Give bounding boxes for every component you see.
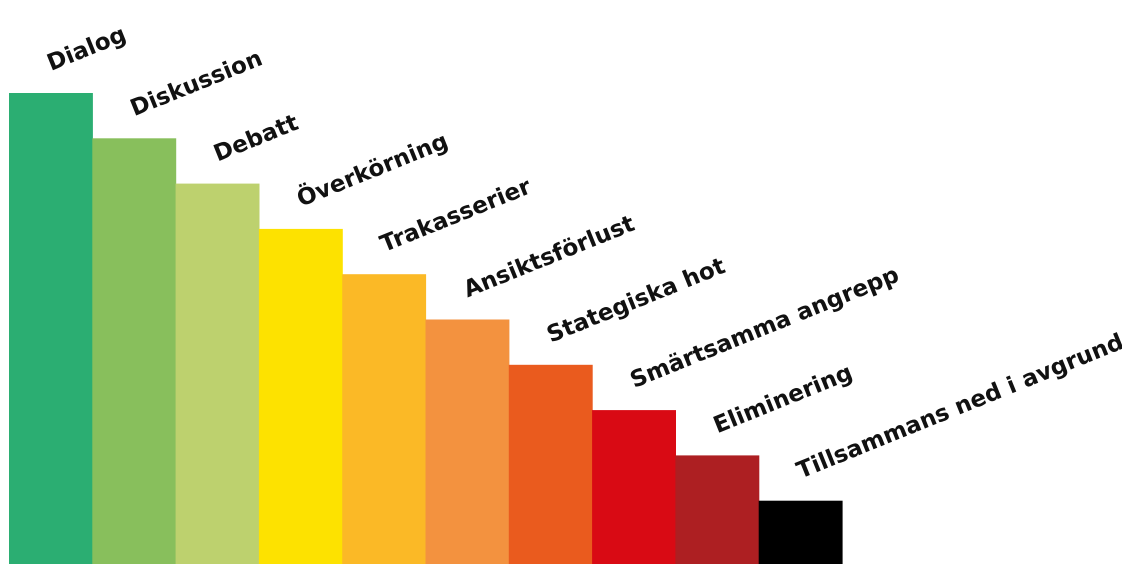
step-bar-8 (592, 410, 676, 564)
step-bar-1 (9, 93, 93, 564)
step-bar-7 (508, 364, 593, 564)
step-label-3: Debatt (210, 110, 302, 167)
step-label-6: Ansiktsförlust (460, 211, 638, 303)
step-bar-9 (675, 455, 760, 564)
step-bar-2 (92, 138, 177, 564)
step-label-2: Diskussion (127, 45, 266, 121)
step-label-10: Tillsammans ned i avgrunden (793, 317, 1122, 484)
step-bar-6 (425, 319, 510, 564)
step-bar-5 (342, 274, 427, 564)
step-label-4: Överkörning (293, 126, 452, 212)
step-bar-4 (258, 228, 343, 564)
step-label-9: Eliminering (710, 360, 856, 439)
step-bar-3 (175, 183, 260, 564)
step-label-5: Trakasserier (377, 173, 536, 257)
step-label-1: Dialog (44, 21, 130, 76)
step-label-7: Stategiska hot (543, 253, 729, 348)
step-bar-10 (758, 500, 843, 564)
step-bars (9, 93, 843, 564)
